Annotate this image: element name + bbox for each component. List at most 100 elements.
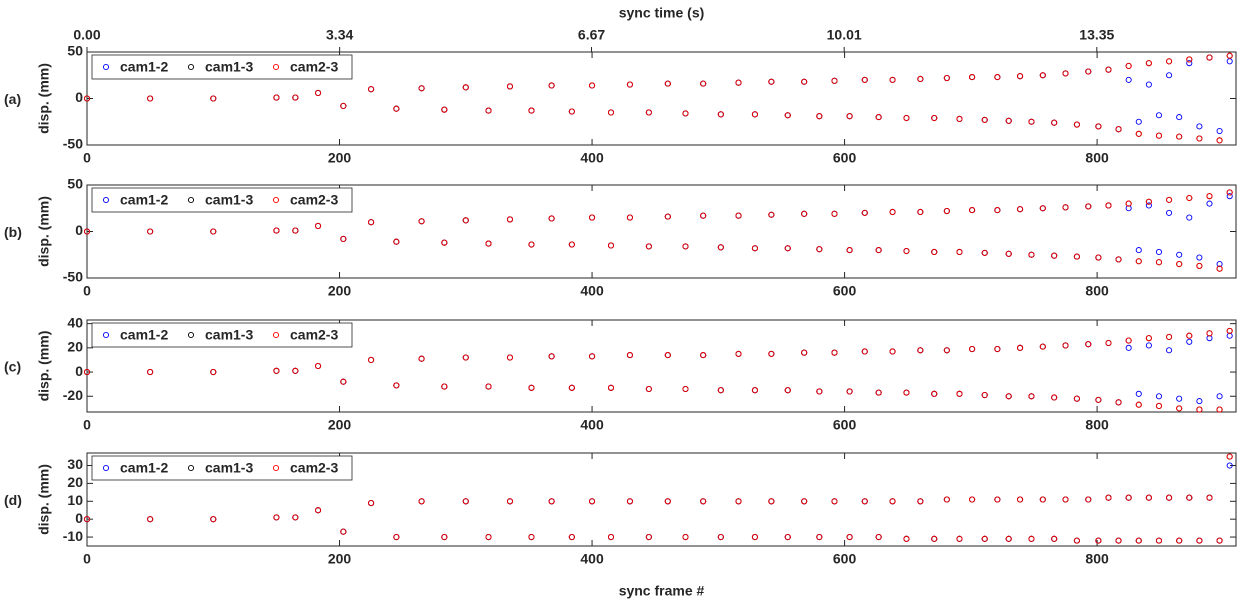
data-point [292,227,299,234]
data-point [589,353,596,360]
data-point [83,95,91,102]
data-point [816,388,823,395]
data-point [917,75,924,83]
x-tick-label: 200 [328,283,352,299]
data-point [589,82,596,89]
data-point [664,80,671,87]
plot-points [83,453,1233,544]
data-point [1145,494,1152,501]
data-point [462,354,469,361]
data-point [1051,252,1058,259]
data-point [273,94,280,101]
data-point [1125,62,1132,69]
data-point [1206,193,1213,200]
y-axis-label: disp. (mm) [36,464,52,535]
x-tick-label: 200 [328,551,352,567]
y-tick-label: 30 [67,456,83,472]
data-point [315,222,322,229]
data-point [981,392,988,399]
data-point [931,535,938,542]
data-point [875,247,882,254]
panel-label: (c) [4,359,21,375]
data-point [1051,119,1058,126]
data-point [1176,133,1183,140]
data-point [393,238,400,245]
data-point [1166,494,1173,501]
data-point [1115,537,1122,544]
data-point [1206,54,1213,61]
data-point [717,534,724,541]
data-point [607,384,615,391]
data-point [485,383,492,390]
data-point [1216,127,1223,135]
data-point [1017,206,1024,213]
data-point [1145,198,1152,205]
data-point [801,78,808,85]
data-point [1017,496,1024,503]
data-point [956,390,963,397]
data-point [682,243,689,250]
data-point [682,385,689,393]
data-point [210,95,217,102]
data-point [1155,248,1163,256]
data-point [875,534,882,541]
data-point [1145,60,1152,67]
data-point [751,534,758,541]
x-tick-label: 800 [1085,551,1109,567]
panel-label: (d) [4,492,22,508]
x-tick-label: 600 [833,283,857,299]
data-point [368,500,375,507]
plot-points [83,189,1233,272]
data-point [1196,398,1203,405]
data-point [1155,132,1163,139]
data-point [1073,253,1080,260]
x-tick-label: 0 [83,417,91,433]
data-point [846,113,853,120]
data-point [83,369,91,376]
x-tick-label: 200 [328,417,352,433]
data-point [485,534,492,541]
legend-box [91,322,353,348]
y-axis-label: disp. (mm) [36,196,52,267]
data-point [735,498,742,505]
data-point [589,214,596,221]
data-point [682,534,689,541]
data-point [768,498,775,505]
data-point [607,242,615,249]
data-point [1135,537,1142,544]
data-point [1135,390,1142,397]
data-point [645,109,652,116]
legend-label: cam2-3 [290,460,338,476]
data-point [875,389,882,396]
data-point [1062,342,1069,349]
data-point [1166,347,1173,354]
data-point [1206,200,1213,207]
data-point [981,116,988,123]
legend-box [91,455,353,481]
data-point [981,249,988,256]
data-point [943,74,950,82]
data-point [1216,265,1223,272]
data-point [1115,256,1122,263]
y-tick-label: 20 [67,474,83,490]
legend-marker [272,464,280,472]
data-point [1145,342,1152,349]
x2-tick-label: 10.01 [827,27,862,43]
data-point [1226,462,1233,469]
data-point [1145,335,1152,342]
y-axis-label: disp. (mm) [36,63,52,134]
data-point [607,534,615,541]
y-tick-label: -50 [63,269,83,285]
legend-marker [187,63,195,71]
data-point [801,498,808,505]
y-tick-label: -10 [63,528,83,544]
data-point [568,384,575,391]
data-point [1115,126,1122,133]
data-point [1206,330,1213,337]
data-point [751,111,758,118]
data-point [1039,205,1046,212]
data-point [1085,341,1092,348]
data-point [506,216,514,223]
data-point [1062,496,1069,503]
data-point [931,248,938,256]
